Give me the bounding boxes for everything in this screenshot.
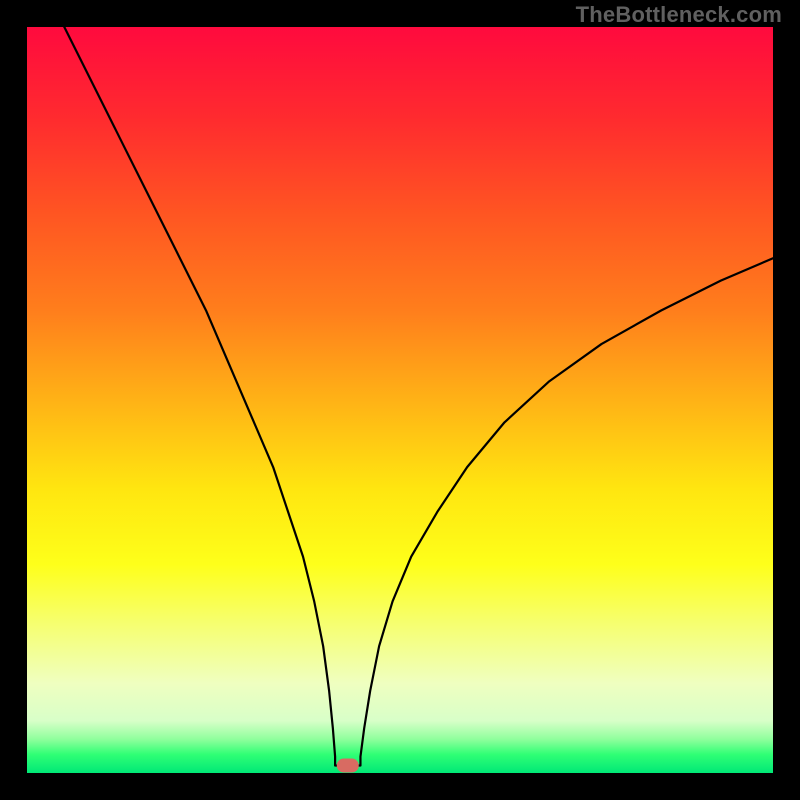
bottleneck-chart [0, 0, 800, 800]
plot-background [27, 27, 773, 773]
chart-container: TheBottleneck.com [0, 0, 800, 800]
watermark-text: TheBottleneck.com [576, 2, 782, 28]
optimal-marker [337, 759, 359, 773]
